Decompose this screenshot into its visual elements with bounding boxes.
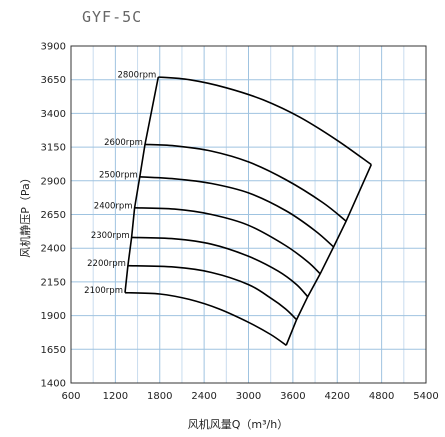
grid [70,45,427,384]
speed-curve [127,264,298,321]
speed-curve-label: 2200rpm [87,259,126,269]
y-tick-label: 3150 [41,143,66,154]
y-tick-label: 2650 [41,210,66,221]
x-axis-label: 风机风量Q（m³/h） [188,417,288,431]
plot-frame [70,45,427,384]
y-tick-label: 3650 [41,75,66,86]
x-tick-labels: 600 1200 1800 2400 3000 3600 4200 4800 5400 [61,391,438,402]
speed-curve [131,236,309,298]
y-tick-label: 1650 [41,345,66,356]
y-axis-label: 风机静压P（Pa） [18,172,32,258]
speed-curve [144,143,347,222]
chart-title: GYF-5C [82,8,143,26]
speed-curve-label: 2800rpm [117,71,156,81]
x-tick-label: 2400 [191,391,216,402]
left-boundary-line [124,76,160,293]
speed-curve [139,176,335,248]
x-tick-label: 1200 [103,391,128,402]
speed-curve-label: 2100rpm [84,286,123,296]
speed-curve-label: 2500rpm [99,170,138,180]
speed-curve [134,207,321,275]
x-tick-label: 4800 [369,391,394,402]
speed-curve-label: 2300rpm [91,231,130,241]
x-tick-label: 3000 [236,391,261,402]
speed-curve-label: 2400rpm [94,201,133,211]
series-labels: 2800rpm 2600rpm 2500rpm 2400rpm 2300rpm 2200r… [84,71,156,297]
y-tick-label: 2150 [41,277,66,288]
x-tick-label: 5400 [413,391,438,402]
speed-curve-label: 2600rpm [104,138,143,148]
x-tick-label: 4200 [325,391,350,402]
speed-curve [124,291,287,346]
y-tick-label: 3400 [41,109,66,120]
series-group [124,76,373,346]
y-tick-label: 1400 [41,379,66,390]
speed-curve [158,76,372,166]
right-boundary-line [285,164,373,346]
x-tick-label: 1800 [147,391,172,402]
x-tick-label: 600 [61,391,80,402]
y-tick-labels: 1400 1650 1900 2150 2400 2650 2900 3150 3400 3650… [41,42,66,390]
y-tick-label: 2400 [41,244,66,255]
y-tick-label: 3900 [41,42,66,53]
y-tick-label: 1900 [41,311,66,322]
x-tick-label: 3600 [280,391,305,402]
y-tick-label: 2900 [41,176,66,187]
